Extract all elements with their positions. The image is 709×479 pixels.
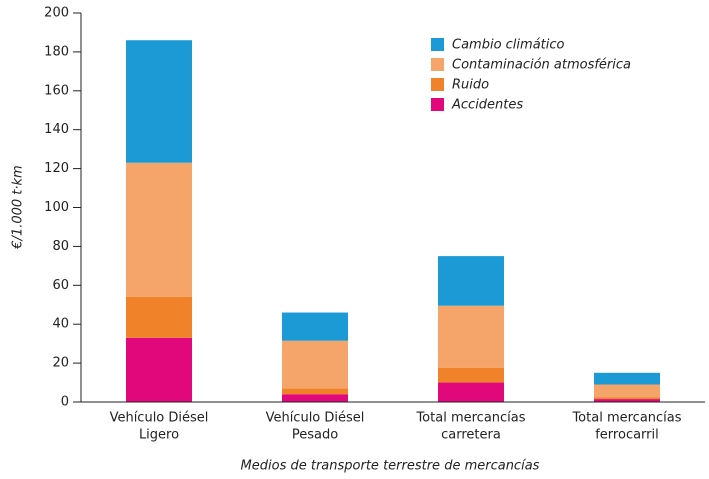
bar-segment — [594, 384, 660, 398]
y-tick-label: 100 — [44, 200, 69, 215]
bar-segment — [282, 340, 348, 389]
x-tick-label: Ligero — [139, 428, 179, 443]
bar-segment — [126, 337, 192, 402]
bar-segment — [126, 296, 192, 338]
bar-segment — [438, 305, 504, 368]
legend-swatch — [431, 98, 444, 111]
bar-segment — [126, 40, 192, 163]
y-tick-label: 200 — [44, 6, 69, 21]
bar-segment — [438, 367, 504, 383]
legend-label: Contaminación atmosférica — [452, 58, 631, 73]
legend-swatch — [431, 78, 444, 91]
bar-segment — [126, 162, 192, 297]
y-tick-label: 40 — [52, 317, 69, 332]
x-axis-label: Medios de transporte terrestre de mercan… — [241, 459, 540, 474]
y-tick-label: 160 — [44, 83, 69, 98]
x-tick-label: carretera — [441, 428, 501, 443]
x-tick-label: Pesado — [292, 428, 338, 443]
bar-segment — [282, 312, 348, 341]
x-tick-label: Vehículo Diésel — [110, 411, 209, 426]
bar-segment — [438, 256, 504, 306]
legend-label: Accidentes — [451, 98, 523, 113]
y-axis-label: €/1.000 t·km — [11, 165, 26, 249]
y-tick-label: 140 — [44, 122, 69, 137]
legend-swatch — [431, 38, 444, 51]
x-tick-label: Vehículo Diésel — [266, 411, 365, 426]
y-tick-label: 80 — [52, 239, 69, 254]
bar-segment — [282, 394, 348, 402]
legend-label: Ruido — [452, 78, 489, 93]
y-tick-label: 180 — [44, 44, 69, 59]
bar-segment — [282, 388, 348, 395]
x-tick-label: Total mercancías — [571, 411, 681, 426]
bar-segment — [594, 397, 660, 400]
x-tick-label: Total mercancías — [415, 411, 525, 426]
bar-segment — [594, 372, 660, 385]
bar-segment — [594, 399, 660, 402]
y-tick-label: 0 — [61, 395, 69, 410]
legend-swatch — [431, 58, 444, 71]
y-tick-label: 120 — [44, 161, 69, 176]
bar-segment — [438, 382, 504, 402]
x-tick-label: ferrocarril — [595, 428, 659, 443]
y-tick-label: 20 — [52, 356, 69, 371]
legend-label: Cambio climático — [452, 38, 565, 53]
y-tick-label: 60 — [52, 278, 69, 293]
